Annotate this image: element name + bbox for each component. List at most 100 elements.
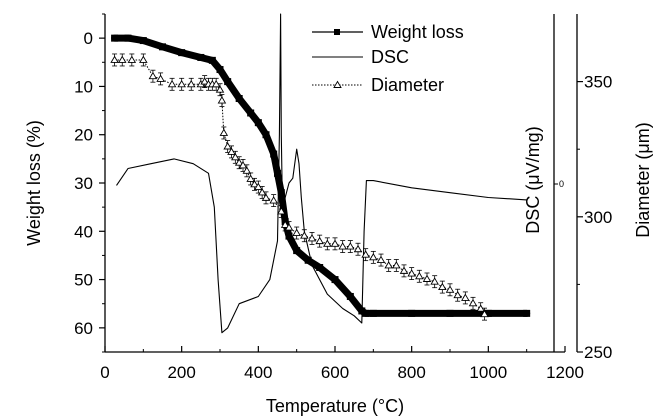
data-point-diameter <box>148 71 158 80</box>
data-point-diameter <box>330 239 340 247</box>
data-point-diameter <box>338 242 347 250</box>
data-point-diameter <box>415 271 424 280</box>
data-point-diameter <box>156 74 165 82</box>
data-point-diameter <box>167 79 177 88</box>
data-point-weight-loss <box>178 49 186 57</box>
legend: Weight loss DSC Diameter <box>312 22 464 95</box>
data-point-diameter <box>453 290 462 299</box>
data-point-diameter <box>242 166 252 174</box>
legend-label-dsc: DSC <box>371 47 409 67</box>
series-layer <box>110 13 531 334</box>
data-point-weight-loss <box>446 309 454 317</box>
left-tick-label: 30 <box>74 174 93 193</box>
data-point-diameter <box>346 242 355 250</box>
x-tick-label: 200 <box>167 363 195 382</box>
data-point-diameter <box>234 158 244 166</box>
data-point-diameter <box>407 269 416 277</box>
left-axis-title: Weight loss (%) <box>24 120 44 246</box>
data-point-diameter <box>280 220 290 228</box>
data-point-weight-loss <box>408 309 416 317</box>
data-point-diameter <box>217 96 227 104</box>
data-point-weight-loss <box>224 78 232 86</box>
x-tick-label: 400 <box>244 363 272 382</box>
data-point-diameter <box>215 85 225 93</box>
data-point-diameter <box>445 285 455 293</box>
legend-marker-weight-loss <box>334 29 340 35</box>
data-point-weight-loss <box>111 34 119 42</box>
data-point-weight-loss <box>369 309 377 317</box>
right-tick-label: 250 <box>584 343 612 362</box>
data-point-diameter <box>219 128 229 136</box>
data-point-diameter <box>307 234 317 242</box>
data-point-weight-loss <box>293 247 301 255</box>
data-point-weight-loss <box>484 309 492 317</box>
data-point-diameter <box>392 261 401 269</box>
left-tick-label: 20 <box>74 126 93 145</box>
data-point-diameter <box>315 236 324 245</box>
data-point-diameter <box>361 250 370 258</box>
data-point-diameter <box>461 293 470 301</box>
data-point-diameter <box>177 79 186 88</box>
data-point-diameter <box>277 206 286 215</box>
data-point-weight-loss <box>316 264 324 271</box>
series-line-weight-loss <box>111 34 531 317</box>
data-point-diameter <box>430 277 439 285</box>
data-point-diameter <box>300 231 309 239</box>
legend-label-weight-loss: Weight loss <box>371 22 464 42</box>
data-point-weight-loss <box>270 150 278 158</box>
data-point-weight-loss <box>362 309 370 317</box>
data-point-weight-loss <box>274 169 281 177</box>
right-tick-label: 350 <box>584 73 612 92</box>
series-line-dsc <box>116 13 527 334</box>
data-point-diameter <box>110 55 119 63</box>
data-point-diameter <box>250 179 259 188</box>
data-point-diameter <box>139 55 148 63</box>
data-point-weight-loss <box>277 189 285 197</box>
legend-label-diameter: Diameter <box>371 75 444 95</box>
right-tick-label: 300 <box>584 208 612 227</box>
data-point-diameter <box>353 244 363 253</box>
data-point-weight-loss <box>346 292 354 300</box>
data-point-weight-loss <box>331 276 339 284</box>
x-tick-label: 800 <box>397 363 425 382</box>
data-point-weight-loss <box>235 95 243 102</box>
series-line-diameter <box>114 59 485 315</box>
left-tick-label: 50 <box>74 271 93 290</box>
data-point-diameter <box>376 255 386 264</box>
x-tick-label: 1200 <box>546 363 584 382</box>
dsc-zero-tick-label: 0 <box>559 179 564 189</box>
data-point-diameter <box>127 55 137 63</box>
data-point-diameter <box>269 196 278 204</box>
data-point-weight-loss <box>159 43 166 51</box>
x-tick-label: 1000 <box>469 363 507 382</box>
data-point-diameter <box>117 55 127 63</box>
data-point-diameter <box>200 77 209 85</box>
data-point-diameter <box>468 298 478 307</box>
data-point-weight-loss <box>254 119 262 127</box>
data-point-weight-loss <box>262 131 270 139</box>
x-tick-label: 600 <box>321 363 349 382</box>
data-point-weight-loss <box>124 34 132 42</box>
left-tick-label: 0 <box>84 29 93 48</box>
data-point-diameter <box>292 228 301 236</box>
plot-frame <box>104 14 578 353</box>
data-point-diameter <box>384 261 393 269</box>
data-point-weight-loss <box>208 56 216 64</box>
legend-marker-diameter <box>333 80 342 88</box>
data-point-diameter <box>284 223 294 231</box>
x-tick-label: 0 <box>100 363 109 382</box>
data-point-diameter <box>369 252 378 261</box>
data-point-diameter <box>480 309 489 318</box>
x-axis-title: Temperature (°C) <box>266 396 404 416</box>
right-axis-title: Diameter (μm) <box>633 122 653 237</box>
left-tick-label: 10 <box>74 77 93 96</box>
data-point-diameter <box>186 79 196 88</box>
data-point-diameter <box>438 282 447 291</box>
left-tick-label: 40 <box>74 222 93 241</box>
data-point-diameter <box>261 193 271 201</box>
data-point-diameter <box>399 266 409 274</box>
data-point-weight-loss <box>139 37 147 45</box>
left-tick-label: 60 <box>74 319 93 338</box>
data-point-weight-loss <box>216 66 224 74</box>
